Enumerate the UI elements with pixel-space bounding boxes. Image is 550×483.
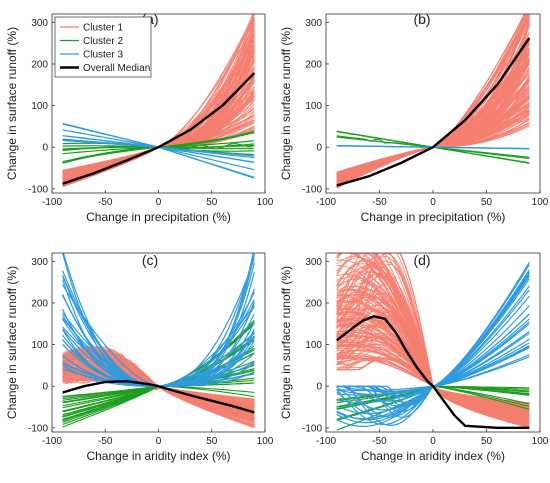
y-tick-label: -100 — [302, 423, 322, 434]
x-tick-label: -100 — [42, 197, 62, 208]
x-tick-label: 50 — [481, 436, 493, 447]
median-line — [62, 72, 256, 185]
x-tick-label: 0 — [430, 436, 436, 447]
panel-0: -100 -50 0 50 100 -100 0 100 200 300 Change in pre… — [5, 11, 274, 224]
x-tick-label: 50 — [206, 436, 218, 447]
x-tick-label: -100 — [316, 436, 336, 447]
x-tick-label: 100 — [257, 436, 274, 447]
panel-label: (d) — [413, 252, 430, 268]
panel-3: -100 -50 0 50 100 -100 0 100 200 300 Change in ari… — [279, 252, 549, 463]
curve-group — [62, 253, 255, 429]
curve-group — [336, 14, 531, 189]
x-tick-label: -50 — [98, 436, 113, 447]
x-tick-label: 0 — [430, 197, 436, 208]
y-tick-label: 100 — [305, 101, 322, 112]
x-axis-label: Change in aridity index (%) — [361, 449, 505, 463]
x-axis-label: Change in aridity index (%) — [86, 449, 230, 463]
panel-1: -100 -50 0 50 100 -100 0 100 200 300 Change in pre… — [279, 11, 549, 224]
x-tick-label: 100 — [257, 197, 274, 208]
legend-entry: Cluster 1 — [83, 23, 123, 34]
y-axis-label: Change in surface runoff (%) — [5, 266, 19, 419]
x-tick-label: -100 — [42, 436, 62, 447]
x-tick-label: -50 — [98, 197, 113, 208]
median-line — [335, 315, 530, 429]
panel-2: -100 -50 0 50 100 -100 0 100 200 300 Change in ari… — [5, 252, 274, 463]
y-tick-label: -100 — [28, 184, 48, 195]
y-tick-label: 300 — [31, 257, 48, 268]
x-tick-label: -100 — [316, 197, 336, 208]
x-tick-label: 0 — [156, 197, 162, 208]
y-tick-label: 200 — [31, 59, 48, 70]
y-tick-label: 100 — [305, 340, 322, 351]
x-tick-label: 100 — [532, 436, 549, 447]
curve-group — [62, 14, 256, 188]
y-tick-label: 300 — [305, 257, 322, 268]
curve-group — [335, 253, 530, 431]
y-axis-label: Change in surface runoff (%) — [5, 27, 19, 180]
x-tick-label: 100 — [532, 197, 549, 208]
y-tick-label: 200 — [305, 59, 322, 70]
y-axis-label: Change in surface runoff (%) — [279, 27, 293, 180]
y-tick-label: 0 — [42, 382, 48, 393]
y-tick-label: 0 — [316, 143, 322, 154]
y-tick-label: -100 — [28, 423, 48, 434]
y-tick-label: 0 — [316, 382, 322, 393]
y-axis-label: Change in surface runoff (%) — [279, 266, 293, 419]
median-line — [62, 380, 255, 414]
y-tick-label: 300 — [31, 18, 48, 29]
legend-entry: Overall Median — [83, 63, 150, 74]
x-axis-label: Change in precipitation (%) — [86, 210, 231, 224]
x-tick-label: 50 — [206, 197, 218, 208]
legend: Cluster 1 Cluster 2 Cluster 3 Overall Media… — [54, 16, 152, 78]
x-tick-label: 50 — [481, 197, 493, 208]
x-tick-label: 0 — [156, 436, 162, 447]
panel-label: (c) — [142, 252, 158, 268]
x-tick-label: -50 — [372, 436, 387, 447]
legend-entry: Cluster 3 — [83, 50, 123, 61]
y-tick-label: 300 — [305, 18, 322, 29]
y-tick-label: 100 — [31, 340, 48, 351]
x-axis-label: Change in precipitation (%) — [361, 210, 506, 224]
y-tick-label: 200 — [31, 298, 48, 309]
x-tick-label: -50 — [372, 197, 387, 208]
y-tick-label: -100 — [302, 184, 322, 195]
panel-label: (b) — [413, 11, 430, 27]
y-tick-label: 0 — [42, 143, 48, 154]
legend-entry: Cluster 2 — [83, 36, 123, 47]
y-tick-label: 100 — [31, 101, 48, 112]
median-line — [336, 37, 531, 187]
y-tick-label: 200 — [305, 298, 322, 309]
